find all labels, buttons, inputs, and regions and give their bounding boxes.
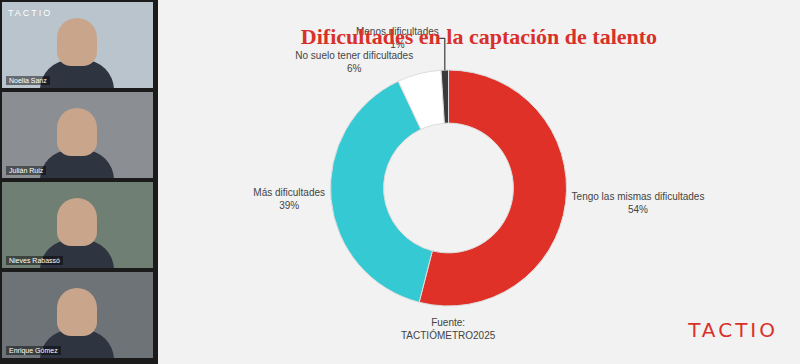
html-text:TACTIO: TACTIO [688, 318, 778, 342]
svg-text:Menos dificultades1%: Menos dificultades1% [356, 26, 439, 50]
svg-text:Dificultades en la captación d: Dificultades en la captación de talento [301, 24, 657, 49]
svg-text:Más dificultades39%: Más dificultades39% [253, 187, 325, 211]
html-text:Noelia Sanz: Noelia Sanz [9, 77, 47, 84]
svg-text:No suelo tener dificultades6%: No suelo tener dificultades6% [295, 50, 413, 74]
html-text:Nieves Rabassó: Nieves Rabassó [9, 257, 60, 264]
svg-text:Fuente:TACTIÓMETRO2025: Fuente:TACTIÓMETRO2025 [401, 317, 496, 341]
html-text:Julián Ruiz: Julián Ruiz [9, 167, 44, 174]
html-text:Enrique Gómez: Enrique Gómez [9, 347, 58, 354]
html-text:TACTIO: TACTIO [8, 8, 53, 18]
svg-text:Tengo las mismas dificultades5: Tengo las mismas dificultades54% [572, 191, 705, 215]
